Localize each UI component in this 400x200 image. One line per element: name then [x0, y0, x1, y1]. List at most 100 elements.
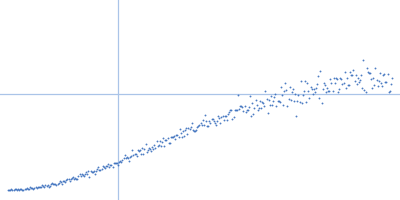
Point	[270, 99, 276, 102]
Point	[113, 161, 119, 164]
Point	[159, 140, 165, 143]
Point	[246, 106, 252, 109]
Point	[21, 188, 28, 191]
Point	[237, 104, 243, 107]
Point	[241, 104, 248, 107]
Point	[271, 95, 278, 98]
Point	[198, 124, 205, 127]
Point	[262, 89, 269, 92]
Point	[298, 80, 304, 83]
Point	[261, 105, 268, 108]
Point	[278, 85, 284, 89]
Point	[213, 123, 219, 127]
Point	[196, 124, 203, 127]
Point	[298, 101, 305, 104]
Point	[153, 139, 160, 142]
Point	[76, 173, 83, 176]
Point	[34, 186, 40, 190]
Point	[10, 188, 17, 191]
Point	[52, 182, 58, 185]
Point	[110, 161, 117, 164]
Point	[369, 86, 375, 89]
Point	[367, 71, 373, 74]
Point	[238, 104, 244, 108]
Point	[106, 165, 112, 168]
Point	[293, 114, 300, 118]
Point	[9, 188, 16, 191]
Point	[183, 127, 190, 130]
Point	[112, 161, 118, 164]
Point	[224, 118, 230, 122]
Point	[204, 124, 210, 128]
Point	[166, 141, 173, 144]
Point	[381, 73, 388, 76]
Point	[250, 113, 256, 116]
Point	[380, 73, 386, 76]
Point	[163, 138, 170, 141]
Point	[117, 160, 124, 163]
Point	[18, 187, 24, 191]
Point	[88, 170, 95, 174]
Point	[186, 128, 193, 131]
Point	[168, 135, 174, 139]
Point	[47, 184, 53, 188]
Point	[263, 97, 270, 100]
Point	[102, 166, 108, 170]
Point	[335, 90, 341, 93]
Point	[30, 187, 36, 190]
Point	[291, 99, 297, 102]
Point	[157, 140, 163, 143]
Point	[171, 134, 177, 138]
Point	[188, 122, 195, 125]
Point	[20, 188, 27, 192]
Point	[303, 100, 309, 103]
Point	[146, 146, 152, 150]
Point	[347, 71, 353, 74]
Point	[100, 165, 107, 168]
Point	[31, 186, 38, 190]
Point	[130, 154, 137, 157]
Point	[269, 103, 275, 107]
Point	[90, 171, 96, 174]
Point	[334, 78, 340, 81]
Point	[320, 87, 326, 90]
Point	[229, 118, 236, 121]
Point	[108, 164, 115, 167]
Point	[267, 103, 273, 106]
Point	[316, 96, 322, 100]
Point	[28, 187, 34, 190]
Point	[115, 163, 121, 166]
Point	[173, 134, 180, 137]
Point	[58, 180, 64, 183]
Point	[51, 182, 58, 185]
Point	[25, 187, 31, 191]
Point	[43, 185, 50, 188]
Point	[176, 128, 183, 131]
Point	[318, 102, 325, 105]
Point	[342, 70, 348, 74]
Point	[313, 87, 319, 90]
Point	[64, 177, 71, 180]
Point	[46, 185, 52, 188]
Point	[140, 153, 146, 156]
Point	[74, 177, 80, 180]
Point	[161, 144, 168, 147]
Point	[268, 94, 274, 97]
Point	[304, 81, 310, 84]
Point	[364, 67, 370, 70]
Point	[312, 91, 318, 94]
Point	[54, 182, 61, 185]
Point	[326, 90, 332, 93]
Point	[202, 113, 208, 116]
Point	[83, 170, 89, 173]
Point	[84, 172, 90, 175]
Point	[301, 89, 307, 93]
Point	[242, 111, 249, 114]
Point	[383, 80, 390, 83]
Point	[17, 188, 23, 191]
Point	[36, 186, 42, 189]
Point	[56, 181, 62, 185]
Point	[322, 83, 328, 87]
Point	[134, 155, 140, 158]
Point	[82, 172, 88, 175]
